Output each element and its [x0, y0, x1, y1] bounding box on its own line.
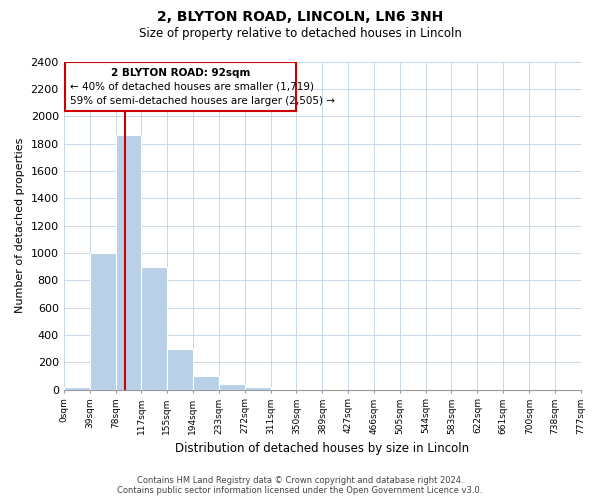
Text: 59% of semi-detached houses are larger (2,505) →: 59% of semi-detached houses are larger (…	[70, 96, 335, 106]
Bar	[89, 253, 116, 390]
X-axis label: Distribution of detached houses by size in Lincoln: Distribution of detached houses by size …	[175, 442, 469, 455]
Bar	[116, 136, 142, 390]
Bar	[245, 387, 271, 390]
FancyBboxPatch shape	[65, 62, 296, 112]
Bar	[218, 384, 245, 390]
Text: 2, BLYTON ROAD, LINCOLN, LN6 3NH: 2, BLYTON ROAD, LINCOLN, LN6 3NH	[157, 10, 443, 24]
Bar	[167, 348, 193, 390]
Bar	[193, 376, 218, 390]
Bar	[64, 387, 89, 390]
Text: Contains HM Land Registry data © Crown copyright and database right 2024.
Contai: Contains HM Land Registry data © Crown c…	[118, 476, 482, 495]
Text: 2 BLYTON ROAD: 92sqm: 2 BLYTON ROAD: 92sqm	[111, 68, 250, 78]
Text: Size of property relative to detached houses in Lincoln: Size of property relative to detached ho…	[139, 28, 461, 40]
Text: ← 40% of detached houses are smaller (1,719): ← 40% of detached houses are smaller (1,…	[70, 82, 314, 92]
Y-axis label: Number of detached properties: Number of detached properties	[15, 138, 25, 314]
Bar	[142, 266, 167, 390]
